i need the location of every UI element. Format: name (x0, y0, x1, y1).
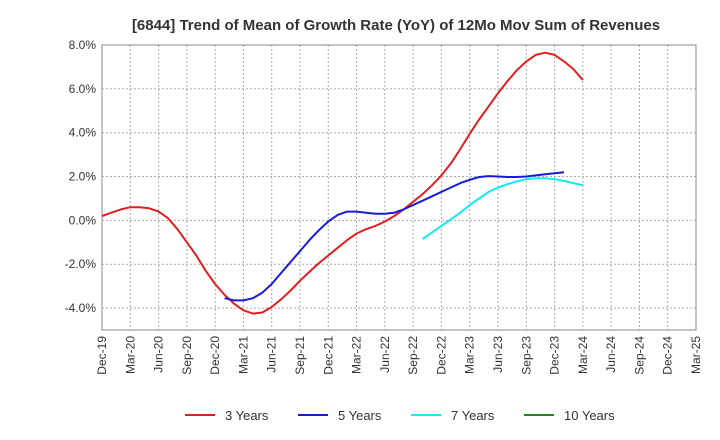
x-tick-label: Dec-19 (95, 336, 109, 375)
y-tick-label: 0.0% (69, 213, 97, 227)
x-tick-label: Mar-23 (463, 336, 477, 374)
y-tick-label: 8.0% (69, 38, 97, 52)
y-tick-label: -2.0% (65, 257, 97, 271)
x-tick-label: Sep-20 (180, 336, 194, 375)
x-tick-label: Sep-21 (293, 336, 307, 375)
x-tick-label: Mar-25 (689, 336, 703, 374)
y-tick-label: -4.0% (65, 301, 97, 315)
x-tick-label: Mar-21 (236, 336, 250, 374)
x-tick-label: Jun-21 (265, 336, 279, 373)
x-tick-label: Dec-20 (208, 336, 222, 375)
chart-title: [6844] Trend of Mean of Growth Rate (YoY… (132, 17, 660, 34)
x-tick-label: Jun-23 (491, 336, 505, 373)
x-tick-label: Jun-22 (378, 336, 392, 373)
x-tick-label: Dec-23 (548, 336, 562, 375)
series-line-7-years (422, 177, 584, 240)
x-axis: Dec-19 Mar-20 Jun-20 Sep-20 Dec-20 Mar-21 Jun-… (95, 336, 703, 375)
x-tick-label: Sep-22 (406, 336, 420, 375)
plot-area (101, 44, 697, 331)
series-line-5-years (224, 171, 565, 302)
grid (101, 44, 697, 330)
x-tick-label: Dec-24 (661, 336, 675, 375)
x-tick-label: Mar-24 (576, 336, 590, 374)
series-lines (101, 51, 584, 315)
x-tick-label: Sep-24 (632, 336, 646, 375)
legend-label: 5 Years (338, 408, 382, 423)
legend-label: 7 Years (451, 408, 495, 423)
y-tick-label: 2.0% (69, 170, 97, 184)
y-axis: 8.0% 6.0% 4.0% 2.0% 0.0% -2.0% -4.0% (65, 38, 97, 315)
x-tick-label: Mar-20 (123, 336, 137, 374)
y-tick-label: 6.0% (69, 82, 97, 96)
y-tick-label: 4.0% (69, 126, 97, 140)
x-tick-label: Sep-23 (519, 336, 533, 375)
x-tick-label: Dec-21 (321, 336, 335, 375)
x-tick-label: Jun-24 (604, 336, 618, 373)
legend: 3 Years 5 Years 7 Years 10 Years (185, 408, 615, 423)
legend-label: 3 Years (225, 408, 269, 423)
x-tick-label: Dec-22 (434, 336, 448, 375)
legend-label: 10 Years (564, 408, 615, 423)
x-tick-label: Jun-20 (152, 336, 166, 373)
series-line-3-years (101, 51, 584, 315)
x-tick-label: Mar-22 (350, 336, 364, 374)
